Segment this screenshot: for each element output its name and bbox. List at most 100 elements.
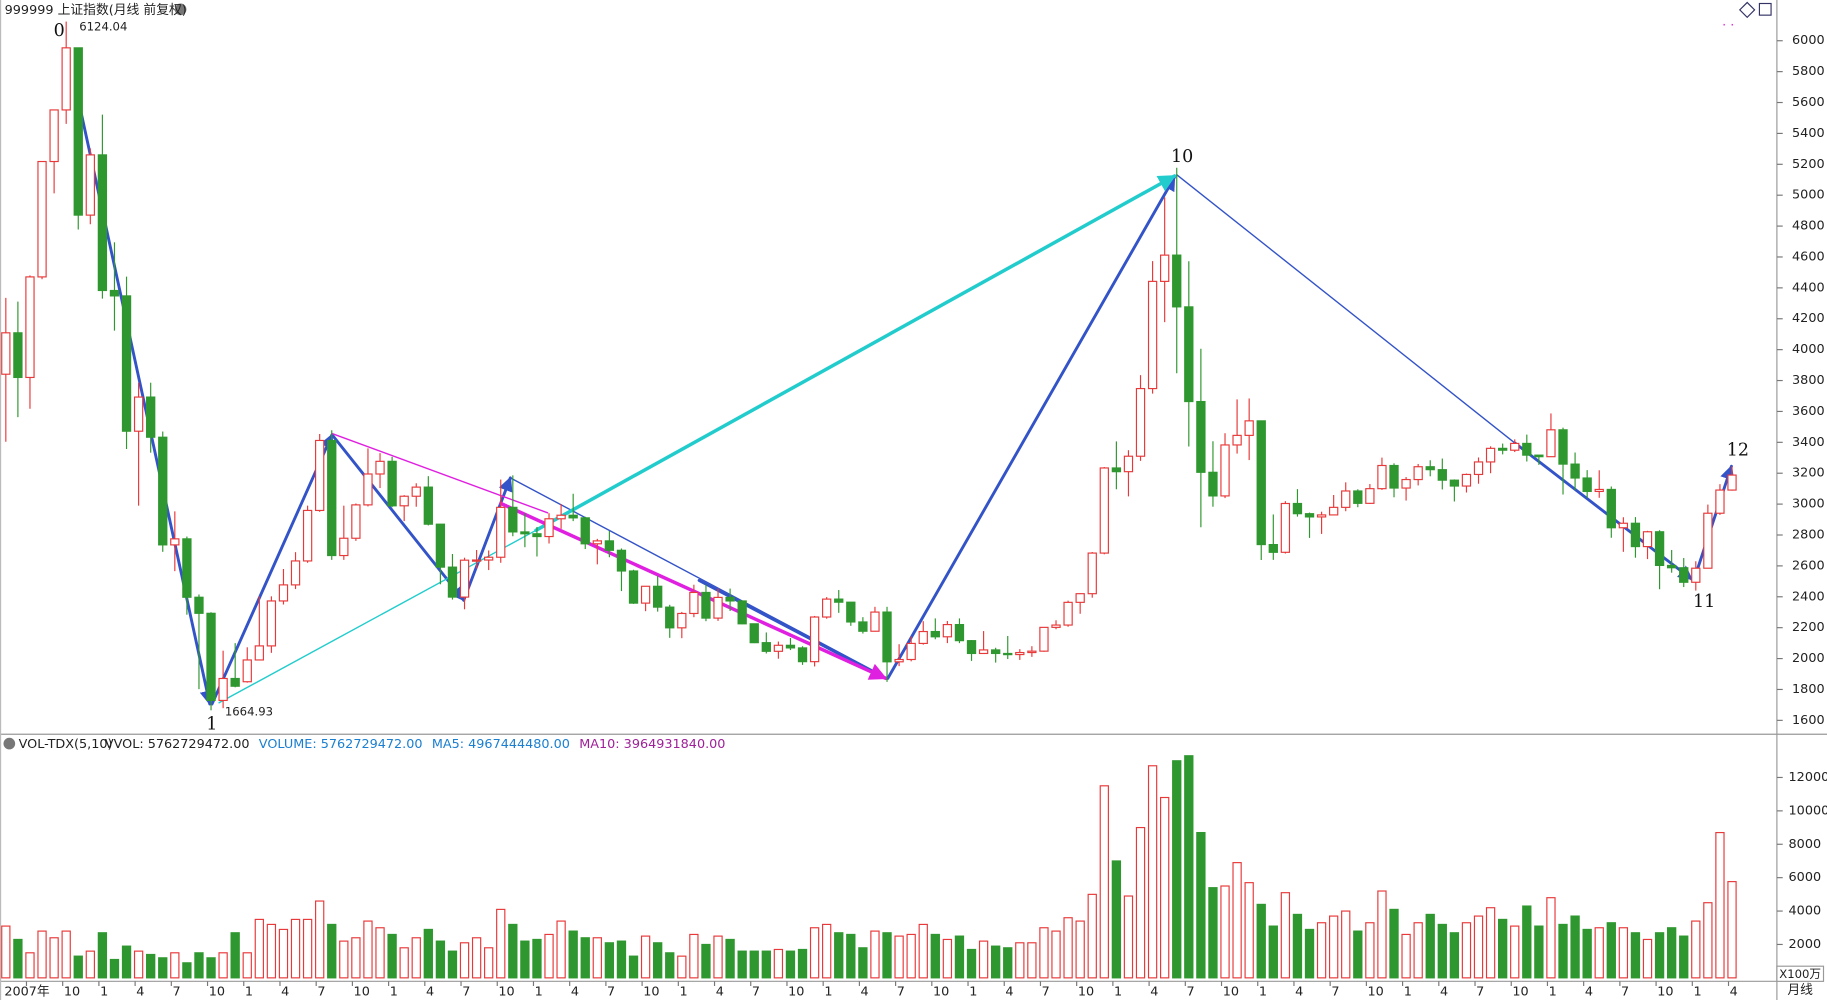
wave-line (886, 175, 1176, 680)
candle-body (339, 537, 349, 557)
candle-body (1, 332, 11, 375)
x-tick-label: 1 (969, 984, 977, 999)
volume-bar (1558, 923, 1568, 979)
candle-body (1606, 488, 1616, 529)
candle-body (713, 596, 723, 619)
volume-bar (568, 930, 578, 979)
volume-bar (882, 932, 892, 979)
y-tick-label: 5200 (1792, 157, 1825, 172)
wave-label: 11 (1693, 592, 1715, 612)
volume-bar (1316, 922, 1327, 979)
volume-bar (1353, 930, 1363, 979)
volume-bar (1341, 910, 1351, 979)
candle-body (1075, 593, 1085, 603)
price-title: 999999 上证指数(月线 前复权) (5, 2, 187, 18)
menu-icon[interactable] (3, 737, 16, 750)
candle-body (1727, 474, 1737, 491)
volume-bar (737, 950, 747, 979)
x-tick-label: 10 (209, 984, 225, 999)
candle-body (302, 509, 313, 562)
volume-bar (1425, 913, 1435, 979)
candle-body (423, 486, 433, 525)
y-tick-label: 10000 (1789, 803, 1827, 818)
x-tick-label: 4 (1440, 984, 1448, 999)
volume-bar (1015, 942, 1025, 979)
volume-bar (25, 952, 35, 979)
volume-bar (121, 945, 132, 979)
volume-bar (954, 935, 965, 979)
volume-bar (61, 930, 71, 979)
candle-body (351, 504, 361, 539)
volume-bar (1437, 923, 1447, 979)
candle-body (1449, 479, 1460, 487)
period-label[interactable]: 月线 (1787, 983, 1813, 998)
volume-bar (1461, 922, 1472, 979)
candle-body (1015, 651, 1025, 656)
volume-bar (1003, 947, 1013, 979)
candle-body (1582, 477, 1592, 493)
volume-bar (1365, 922, 1375, 979)
wave-line (218, 529, 537, 704)
volume-bar (532, 938, 542, 979)
candle-body (387, 460, 397, 507)
candle-body (399, 495, 409, 507)
volume-bar (471, 937, 482, 979)
candle-body (1522, 442, 1532, 456)
candle-body (1220, 444, 1230, 497)
candle-body (1703, 512, 1713, 569)
volume-bar (1618, 927, 1629, 979)
volume-bar (1594, 927, 1604, 979)
candle-body (182, 538, 192, 598)
candle-body (665, 606, 675, 629)
x-tick-label: 10 (1512, 984, 1528, 999)
candle-body (206, 612, 216, 702)
candle-body (254, 645, 264, 661)
candle-body (616, 549, 627, 572)
volume-bar (1208, 887, 1218, 979)
candle-body (689, 591, 699, 615)
volume-title: VOL-TDX(5,10) (19, 737, 113, 752)
candle-body (1618, 522, 1629, 529)
x-tick-label: 1 (1259, 984, 1267, 999)
candle-body (1063, 601, 1073, 626)
y-tick-label: 4600 (1792, 249, 1825, 264)
x-tick-label: 10 (1223, 984, 1239, 999)
diamond-icon[interactable] (1738, 1, 1756, 19)
volume-bar (170, 952, 180, 979)
candle-body (882, 611, 892, 663)
volume-bar (1413, 922, 1423, 979)
candle-body (471, 559, 482, 562)
volume-bar (1401, 933, 1411, 979)
volume-bar (315, 900, 325, 979)
x-tick-label: 1 (1404, 984, 1412, 999)
candle-body (1691, 567, 1701, 583)
y-tick-label: 4200 (1792, 311, 1825, 326)
x-tick-label: 4 (716, 984, 724, 999)
volume-bar (1268, 925, 1278, 979)
volume-bar (1642, 938, 1653, 979)
volume-bar (206, 957, 216, 979)
volume-bar (822, 923, 832, 979)
panel-icon[interactable] (1758, 2, 1772, 16)
candle-body (1244, 420, 1254, 436)
candle-body (930, 630, 940, 638)
x-tick-label: 7 (172, 984, 180, 999)
candle-body (846, 601, 856, 623)
candle-body (1051, 624, 1061, 628)
candle-body (544, 518, 554, 538)
x-tick-label: 7 (752, 984, 760, 999)
volume-bar (327, 923, 337, 979)
legend-entry: MA10: 3964931840.00 (579, 737, 725, 752)
candle-body (1172, 254, 1182, 308)
candle-body (1099, 467, 1109, 554)
x-tick-label: 4 (281, 984, 289, 999)
candle-body (701, 591, 711, 619)
volume-bar (158, 957, 168, 979)
volume-bar (1715, 831, 1725, 979)
candle-body (290, 560, 301, 586)
x-tick-label: 7 (1621, 984, 1629, 999)
volume-bar (1703, 902, 1713, 979)
menu-icon[interactable] (174, 3, 187, 16)
candle-body (1111, 467, 1122, 473)
candle-body (978, 649, 989, 655)
